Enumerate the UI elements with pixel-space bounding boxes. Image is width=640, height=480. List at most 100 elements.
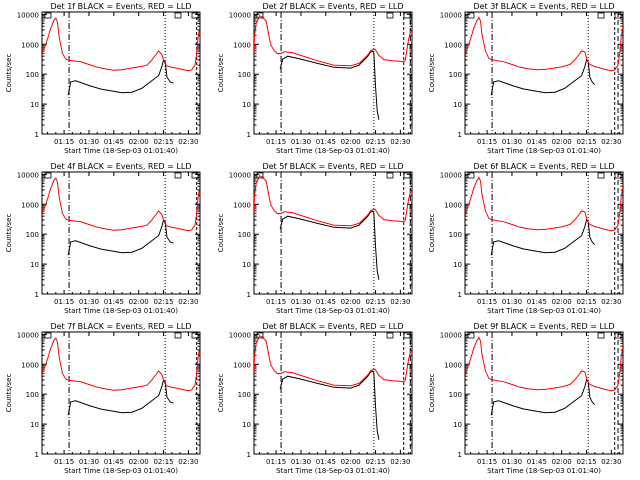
panel-title: Det 2f BLACK = Events, RED = LLD	[262, 2, 403, 11]
y-tick-label: 100	[449, 71, 462, 79]
x-tick-label: 01:30	[291, 138, 311, 146]
x-tick-label: 02:30	[390, 138, 410, 146]
state-box-marker	[44, 172, 52, 179]
x-tick-label: 02:15	[365, 138, 385, 146]
state-box-marker	[44, 12, 52, 19]
state-box-marker	[614, 12, 622, 19]
x-axis-label: Start Time (18-Sep-03 01:01:40)	[276, 467, 390, 475]
state-box-marker	[256, 172, 264, 179]
state-box-marker	[44, 332, 52, 339]
panel-title: Det 6f BLACK = Events, RED = LLD	[473, 162, 614, 171]
events-series-line	[67, 378, 174, 416]
x-tick-label: 01:45	[104, 298, 124, 306]
x-tick-label: 01:45	[527, 298, 547, 306]
x-tick-label: 02:30	[178, 138, 198, 146]
lld-series-line	[465, 16, 623, 72]
x-tick-label: 02:00	[552, 138, 572, 146]
x-axis-label: Start Time (18-Sep-03 01:01:40)	[487, 147, 601, 155]
x-tick-label: 02:15	[365, 298, 385, 306]
y-tick-label: 1	[247, 451, 251, 459]
y-axis-label: Counts/sec	[5, 54, 13, 93]
y-tick-label: 1000	[444, 361, 462, 369]
y-tick-label: 10000	[17, 171, 39, 179]
x-tick-label: 02:00	[341, 138, 361, 146]
y-tick-label: 1	[35, 291, 39, 299]
x-tick-label: 01:15	[54, 138, 74, 146]
y-tick-label: 10	[30, 421, 39, 429]
lld-series-line	[42, 17, 200, 72]
x-axis-label: Start Time (18-Sep-03 01:01:40)	[276, 147, 390, 155]
lld-series-line	[254, 335, 412, 387]
y-axis-label: Counts/sec	[5, 374, 13, 413]
y-tick-label: 100	[238, 391, 251, 399]
y-tick-label: 10000	[440, 331, 462, 339]
x-axis-label: Start Time (18-Sep-03 01:01:40)	[276, 307, 390, 315]
y-tick-label: 10000	[229, 171, 251, 179]
x-axis-label: Start Time (18-Sep-03 01:01:40)	[64, 467, 178, 475]
y-tick-label: 1	[35, 131, 39, 139]
x-tick-label: 02:00	[552, 298, 572, 306]
state-box-marker	[403, 12, 411, 19]
y-tick-label: 100	[26, 231, 39, 239]
x-tick-label: 02:15	[153, 298, 173, 306]
y-axis-label: Counts/sec	[428, 54, 436, 93]
x-tick-label: 02:00	[552, 458, 572, 466]
events-series-line	[490, 378, 596, 416]
detector-panel: Det 4f BLACK = Events, RED = LLD 1 10 100 10…	[5, 162, 201, 315]
panel-title: Det 1f BLACK = Events, RED = LLD	[50, 2, 191, 11]
y-tick-label: 1	[247, 131, 251, 139]
plot-frame	[464, 11, 624, 135]
events-series-line	[279, 210, 380, 280]
plot-frame	[41, 331, 201, 455]
x-tick-label: 02:30	[390, 458, 410, 466]
y-tick-label: 100	[26, 71, 39, 79]
plot-frame	[253, 11, 413, 135]
y-axis-label: Counts/sec	[217, 214, 225, 253]
y-tick-label: 10000	[440, 11, 462, 19]
x-tick-label: 01:15	[477, 298, 497, 306]
x-tick-label: 02:00	[341, 458, 361, 466]
state-box-marker	[191, 172, 199, 179]
detector-panel: Det 5f BLACK = Events, RED = LLD 1 10 100 10…	[217, 162, 413, 315]
y-tick-label: 100	[26, 391, 39, 399]
plot-frame	[464, 331, 624, 455]
x-tick-label: 01:45	[527, 458, 547, 466]
y-axis-label: Counts/sec	[428, 374, 436, 413]
lld-series-line	[254, 175, 412, 227]
panel-title: Det 7f BLACK = Events, RED = LLD	[50, 322, 191, 331]
state-box-marker	[467, 12, 475, 19]
events-series-line	[490, 58, 596, 96]
state-box-marker	[467, 332, 475, 339]
y-axis-label: Counts/sec	[5, 214, 13, 253]
events-series-line	[67, 58, 174, 96]
panel-title: Det 3f BLACK = Events, RED = LLD	[473, 2, 614, 11]
x-tick-label: 01:15	[266, 458, 286, 466]
y-tick-label: 10	[453, 261, 462, 269]
state-box-marker	[174, 172, 182, 179]
x-axis-label: Start Time (18-Sep-03 01:01:40)	[64, 147, 178, 155]
x-tick-label: 02:15	[153, 138, 173, 146]
x-tick-label: 01:30	[502, 298, 522, 306]
y-tick-label: 1000	[21, 361, 39, 369]
lld-series-line	[465, 336, 623, 392]
lld-series-line	[254, 15, 412, 67]
x-axis-label: Start Time (18-Sep-03 01:01:40)	[487, 307, 601, 315]
detector-panel: Det 7f BLACK = Events, RED = LLD 1 10 100 10…	[5, 322, 201, 475]
y-tick-label: 10000	[229, 11, 251, 19]
x-tick-label: 01:15	[477, 458, 497, 466]
y-tick-label: 1	[458, 451, 462, 459]
x-tick-label: 02:30	[390, 298, 410, 306]
state-box-marker	[386, 172, 394, 179]
y-tick-label: 1000	[233, 41, 251, 49]
x-tick-label: 01:45	[527, 138, 547, 146]
x-tick-label: 01:15	[266, 298, 286, 306]
detector-panel: Det 3f BLACK = Events, RED = LLD 1 10 100 10…	[428, 2, 624, 155]
y-tick-label: 1000	[233, 361, 251, 369]
detector-panel: Det 1f BLACK = Events, RED = LLD 1 10 100 10…	[5, 2, 201, 155]
state-box-marker	[614, 332, 622, 339]
y-tick-label: 100	[238, 71, 251, 79]
x-tick-label: 01:30	[291, 458, 311, 466]
state-box-marker	[191, 12, 199, 19]
y-tick-label: 100	[449, 231, 462, 239]
y-tick-label: 10	[453, 421, 462, 429]
